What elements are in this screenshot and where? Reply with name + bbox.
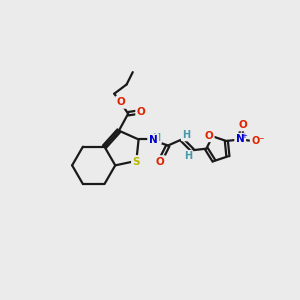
Text: H: H — [182, 130, 190, 140]
Text: N: N — [149, 135, 158, 145]
Text: O⁻: O⁻ — [251, 136, 265, 146]
Text: H: H — [184, 152, 192, 161]
Text: H: H — [152, 133, 160, 143]
Text: O: O — [137, 107, 146, 117]
Text: O: O — [204, 130, 213, 141]
Text: +: + — [241, 133, 247, 139]
Text: O: O — [117, 97, 126, 107]
Text: S: S — [133, 157, 140, 166]
Text: O: O — [156, 157, 164, 167]
Text: N: N — [236, 134, 244, 144]
Text: O: O — [239, 120, 248, 130]
